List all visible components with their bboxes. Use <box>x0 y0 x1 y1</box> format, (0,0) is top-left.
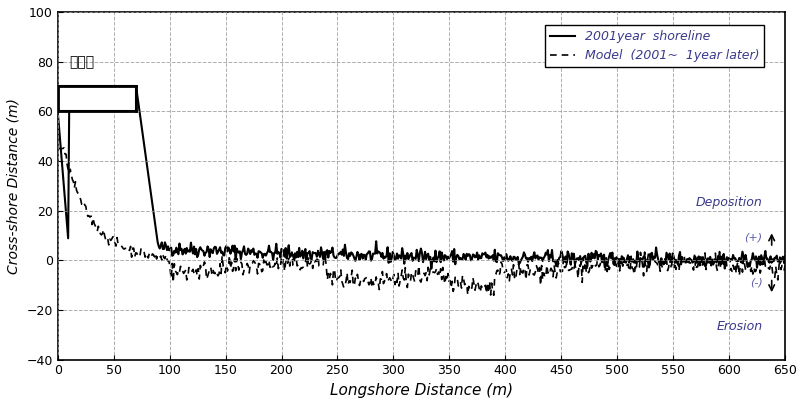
Line: 2001year  shoreline: 2001year shoreline <box>58 86 785 269</box>
2001year  shoreline <box>620 260 630 265</box>
2001year  shoreline <box>283 243 293 247</box>
Text: Deposition: Deposition <box>695 196 762 209</box>
Model  (2001~  1year later) <box>620 261 630 266</box>
2001year  shoreline <box>426 266 435 271</box>
2001year  shoreline <box>710 257 719 262</box>
Model  (2001~  1year later) <box>259 258 268 262</box>
2001year  shoreline <box>780 254 789 259</box>
Model  (2001~  1year later) <box>59 145 69 150</box>
Model  (2001~  1year later) <box>488 293 498 298</box>
Legend: 2001year  shoreline, Model  (2001~  1year later): 2001year shoreline, Model (2001~ 1year l… <box>544 25 764 67</box>
Text: Erosion: Erosion <box>715 320 762 333</box>
X-axis label: Longshore Distance (m): Longshore Distance (m) <box>329 383 512 398</box>
2001year  shoreline <box>53 109 63 114</box>
Model  (2001~  1year later) <box>710 251 719 256</box>
Model  (2001~  1year later) <box>283 256 293 261</box>
Text: (+): (+) <box>744 232 762 243</box>
Polygon shape <box>58 86 136 111</box>
2001year  shoreline <box>259 252 268 256</box>
2001year  shoreline <box>71 84 80 89</box>
Model  (2001~  1year later) <box>231 256 241 261</box>
2001year  shoreline <box>231 246 241 251</box>
Model  (2001~  1year later) <box>780 263 789 268</box>
Model  (2001~  1year later) <box>53 146 63 151</box>
Text: (-): (-) <box>749 277 762 287</box>
Text: 도류제: 도류제 <box>69 55 94 70</box>
Line: Model  (2001~  1year later): Model (2001~ 1year later) <box>58 148 785 295</box>
2001year  shoreline <box>532 253 541 258</box>
Y-axis label: Cross-shore Distance (m): Cross-shore Distance (m) <box>7 98 21 274</box>
Model  (2001~  1year later) <box>532 266 541 271</box>
